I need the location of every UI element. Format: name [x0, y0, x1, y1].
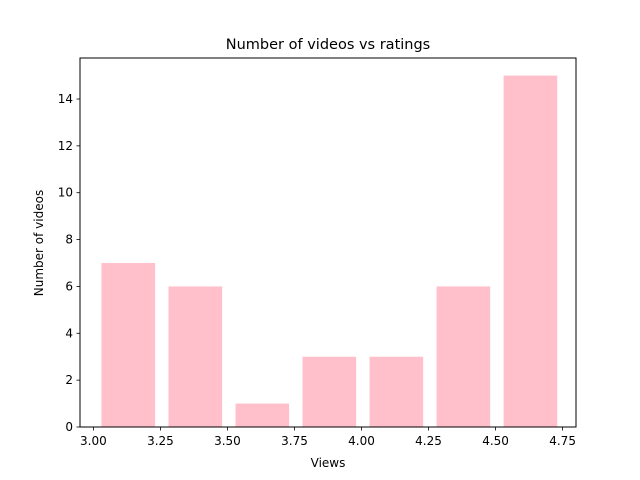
bar-1 [168, 286, 223, 427]
y-tick-label-0: 0 [65, 420, 73, 434]
y-tick-label-6: 12 [58, 139, 73, 153]
bar-2 [235, 403, 290, 427]
x-tick-label-4: 4.00 [348, 434, 375, 448]
x-tick-label-3: 3.75 [281, 434, 308, 448]
x-axis-ticks: 3.00 3.25 3.50 3.75 4.00 4.25 4.50 4.75 [80, 427, 576, 448]
x-tick-label-1: 3.25 [147, 434, 174, 448]
chart-title: Number of videos vs ratings [226, 37, 430, 53]
y-axis-ticks: 0 2 4 6 8 10 12 14 [58, 92, 80, 434]
y-tick-label-5: 10 [58, 186, 73, 200]
bar-0 [101, 263, 156, 427]
y-tick-label-2: 4 [65, 326, 73, 340]
x-tick-label-2: 3.50 [214, 434, 241, 448]
y-tick-label-1: 2 [65, 373, 73, 387]
x-tick-label-0: 3.00 [80, 434, 107, 448]
bar-3 [302, 356, 357, 427]
x-tick-label-6: 4.50 [482, 434, 509, 448]
bars-group [101, 75, 558, 428]
x-axis-label: Views [311, 456, 346, 470]
plot-frame [79, 57, 577, 428]
x-tick-label-7: 4.75 [549, 434, 576, 448]
y-axis-label: Number of videos [32, 190, 46, 296]
bar-6 [503, 75, 558, 428]
y-tick-label-4: 8 [65, 233, 73, 247]
bar-5 [436, 286, 491, 427]
bar-4 [369, 356, 424, 427]
y-tick-label-7: 14 [58, 92, 73, 106]
x-tick-label-5: 4.25 [415, 434, 442, 448]
y-tick-label-3: 6 [65, 279, 73, 293]
